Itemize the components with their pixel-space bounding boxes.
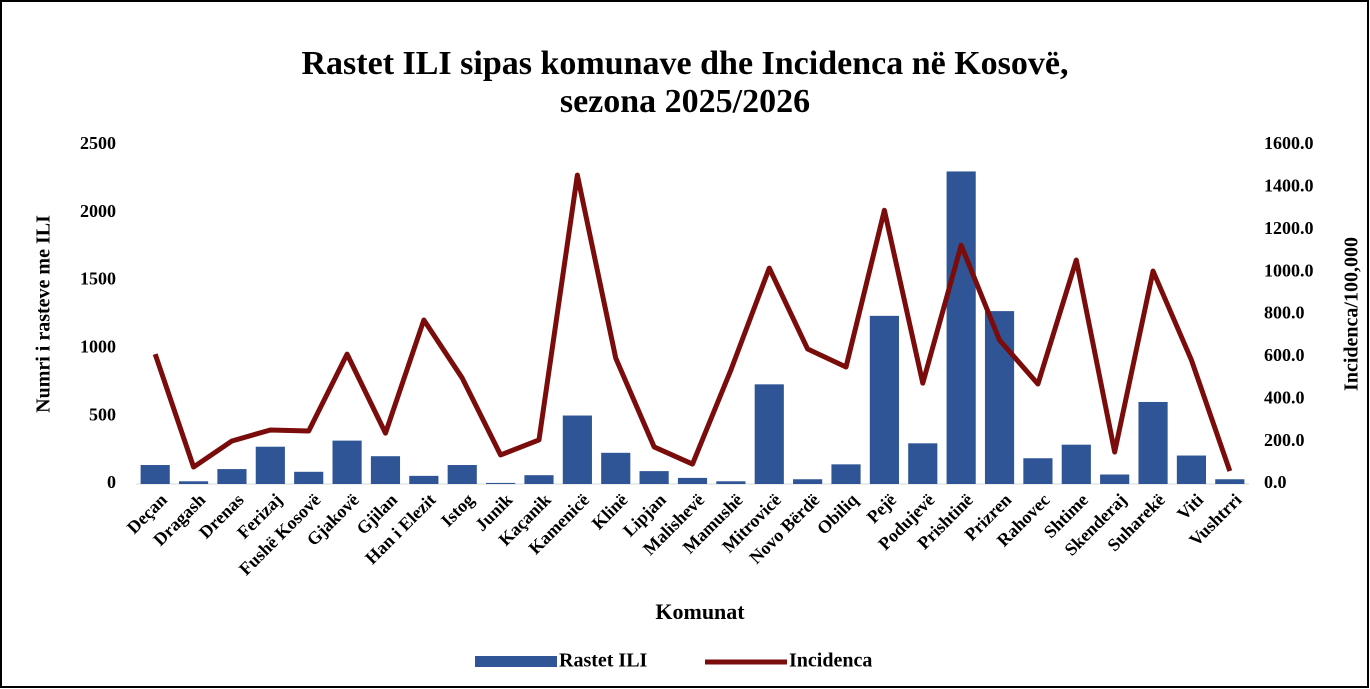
bar (178, 481, 209, 484)
x-axis-title: Komunat (655, 599, 745, 624)
bar (1061, 444, 1091, 484)
line (152, 172, 1233, 472)
y2-tick-label: 1200.0 (1264, 218, 1314, 238)
bar (255, 446, 285, 484)
y-tick-label: 0 (107, 472, 116, 492)
y-tick-label: 2000 (80, 201, 116, 221)
bar (793, 479, 823, 484)
bar (140, 465, 170, 484)
bar (946, 171, 976, 484)
bar (1023, 458, 1053, 484)
bar (754, 384, 784, 484)
y2-axis-title: Incidenca/100,000 (1341, 237, 1363, 391)
chart-subtitle: sezona 2025/2026 (560, 83, 810, 120)
bar (447, 465, 477, 484)
legend-label: Rastet ILI (559, 650, 648, 672)
y2-tick-label: 400.0 (1264, 387, 1305, 407)
y2-tick-label: 1600.0 (1264, 133, 1314, 153)
chart-title: Rastet ILI sipas komunave dhe Incidenca … (302, 45, 1069, 82)
bar (409, 475, 439, 484)
bar (486, 482, 516, 484)
y2-tick-label: 200.0 (1264, 430, 1305, 450)
bar (831, 464, 861, 484)
bar (332, 440, 362, 484)
bar (217, 469, 247, 484)
bar (639, 471, 669, 484)
bar (869, 315, 899, 484)
y-tick-label: 1500 (80, 269, 116, 289)
bar (524, 475, 554, 484)
legend-swatch (475, 656, 557, 667)
bar (601, 452, 631, 484)
bar (294, 471, 324, 484)
y2-tick-label: 0.0 (1264, 472, 1287, 492)
legend-label: Incidenca (789, 650, 872, 672)
bar (562, 415, 592, 484)
bar (716, 481, 746, 484)
bar (370, 456, 401, 484)
y2-tick-label: 1000.0 (1264, 260, 1314, 280)
bar (1138, 401, 1168, 484)
y-tick-label: 2500 (80, 133, 116, 153)
bar (1215, 479, 1245, 484)
y2-tick-label: 600.0 (1264, 345, 1305, 365)
y2-tick-label: 800.0 (1264, 303, 1305, 323)
bar (677, 477, 708, 484)
y-tick-label: 500 (89, 404, 116, 424)
y-tick-label: 1000 (80, 337, 116, 357)
bar (1100, 474, 1130, 484)
y-axis-title: Numri i rasteve me ILI (33, 215, 55, 413)
y2-tick-label: 1400.0 (1264, 176, 1314, 196)
bar (1176, 455, 1207, 484)
bar (908, 443, 938, 484)
